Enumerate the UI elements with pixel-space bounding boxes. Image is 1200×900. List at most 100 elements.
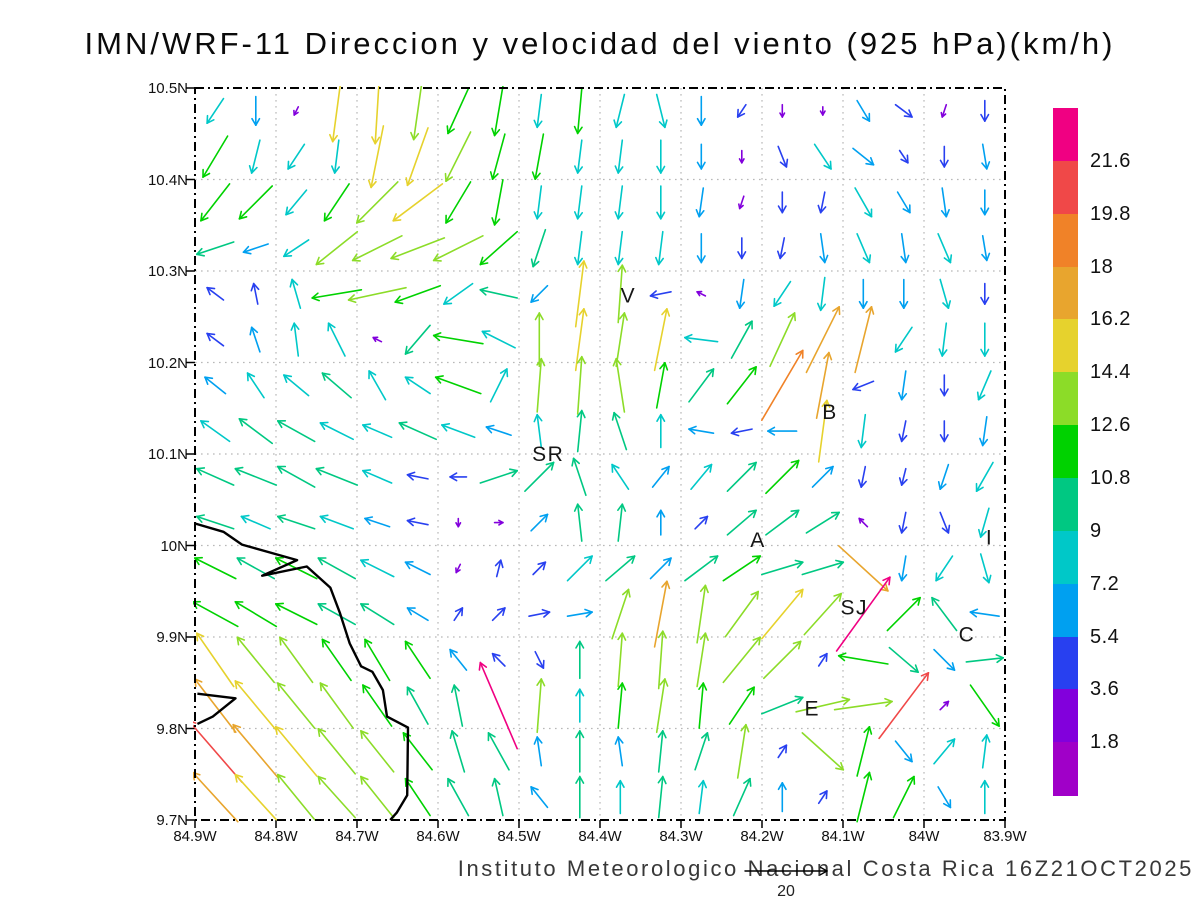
colorbar-label: 14.4: [1090, 361, 1131, 384]
wind-vector: [931, 596, 958, 632]
wind-vector: [730, 320, 753, 359]
wind-vector: [441, 422, 476, 439]
x-axis-label: 84.6W: [416, 828, 460, 845]
wind-vector: [819, 106, 826, 116]
coastline-path: [194, 522, 410, 821]
colorbar-label: 10.8: [1090, 466, 1131, 489]
wind-vector: [406, 517, 429, 527]
colorbar-segment: [1053, 319, 1078, 373]
y-axis-label: 10.3N: [147, 263, 188, 280]
wind-vector: [805, 511, 841, 534]
wind-vector: [969, 684, 1000, 727]
wind-vector: [900, 233, 910, 264]
wind-vector: [238, 185, 274, 220]
wind-vector: [888, 646, 919, 674]
wind-vector: [193, 721, 243, 783]
coastline: [194, 522, 410, 821]
wind-vector: [656, 185, 666, 220]
wind-vector: [857, 413, 867, 449]
wind-vector: [194, 556, 237, 580]
wind-vector: [405, 127, 429, 187]
wind-vector: [969, 608, 1000, 618]
colorbar-label: 12.6: [1090, 414, 1131, 437]
wind-vector: [933, 648, 956, 671]
wind-vector: [898, 420, 908, 443]
wind-vector: [939, 278, 952, 310]
wind-vector: [852, 147, 875, 166]
wind-vector: [939, 420, 949, 443]
wind-vector: [194, 678, 237, 734]
wind-vector: [364, 516, 391, 528]
wind-vector: [319, 682, 355, 730]
colorbar-segment: [1053, 108, 1078, 162]
wind-vector: [611, 411, 628, 451]
wind-vector: [444, 131, 472, 182]
wind-vector: [355, 181, 399, 224]
wind-vector: [453, 607, 464, 622]
wind-vector: [776, 237, 786, 260]
wind-vector: [653, 308, 671, 372]
wind-vector: [760, 588, 804, 640]
wind-vector: [937, 233, 953, 264]
station-label-c: C: [959, 623, 976, 646]
wind-vector: [656, 509, 666, 536]
wind-vector: [533, 413, 543, 449]
wind-vector: [193, 600, 239, 628]
wind-vector: [447, 777, 470, 817]
axis-ticks: [186, 87, 1006, 828]
wind-vector: [491, 652, 506, 667]
wind-vector: [479, 230, 519, 266]
station-label-sj: SJ: [841, 597, 869, 620]
colorbar-label: 5.4: [1090, 625, 1120, 648]
wind-vector: [817, 191, 827, 214]
wind-vector: [534, 312, 544, 368]
wind-vector: [206, 286, 225, 301]
wind-vector: [965, 653, 1005, 664]
wind-vector: [276, 682, 316, 730]
wind-vector: [491, 607, 506, 622]
wind-vector: [574, 260, 588, 328]
y-axis-label: 10.2N: [147, 354, 188, 372]
wind-vector: [852, 380, 875, 392]
wind-vector: [819, 233, 829, 264]
wind-vector: [274, 725, 318, 777]
wind-vector: [981, 235, 991, 262]
wind-vector: [980, 189, 990, 216]
wind-vector: [410, 86, 423, 141]
wind-vector: [939, 700, 950, 711]
wind-vector: [404, 376, 431, 395]
wind-vector: [404, 777, 431, 817]
wind-vector: [249, 326, 261, 353]
wind-vector: [728, 686, 755, 725]
wind-vector: [697, 779, 708, 815]
wind-vector: [317, 602, 357, 626]
wind-vector: [811, 465, 834, 488]
wind-vector: [576, 409, 586, 453]
wind-vector: [611, 463, 630, 491]
wind-vector: [404, 324, 431, 355]
wind-vector: [736, 278, 746, 310]
wind-vector: [575, 775, 585, 819]
x-axis-label: 84.1W: [821, 828, 865, 845]
wind-vector: [656, 139, 666, 174]
colorbar-segment: [1053, 477, 1078, 532]
wind-vector: [939, 145, 949, 168]
wind-vector: [981, 734, 991, 769]
wind-vector: [200, 183, 231, 222]
colorbar-segment: [1053, 636, 1078, 690]
wind-vector: [193, 771, 239, 823]
wind-vector: [980, 322, 990, 357]
colorbar-label: 19.8: [1090, 202, 1131, 225]
wind-vector: [694, 515, 709, 530]
colorbar-segment: [1053, 372, 1078, 426]
wind-vector: [779, 103, 786, 118]
wind-vector: [455, 517, 462, 528]
wind-vector: [688, 368, 715, 403]
wind-vector: [287, 143, 306, 170]
wind-vector: [617, 682, 627, 730]
wind-vector: [489, 368, 509, 403]
wind-vector: [479, 286, 519, 299]
wind-vector: [937, 786, 952, 809]
wind-vector: [738, 149, 745, 164]
